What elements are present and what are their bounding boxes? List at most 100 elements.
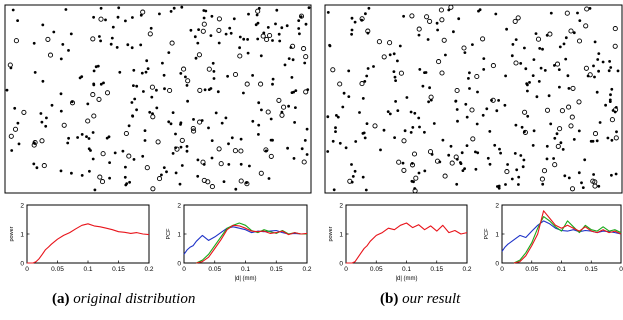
x-tick-label: 0 <box>619 266 623 273</box>
point-dot <box>305 153 309 156</box>
point-dot <box>216 90 220 94</box>
point-dot <box>128 180 132 184</box>
point-dot <box>441 138 445 142</box>
point-dot <box>418 125 421 129</box>
point-dot <box>601 60 605 64</box>
point-dot <box>298 32 301 36</box>
point-dot <box>107 135 111 139</box>
point-ring <box>448 4 454 10</box>
point-dot <box>510 54 514 58</box>
point-ring <box>436 59 442 65</box>
point-dot <box>382 128 386 132</box>
point-dot <box>561 148 565 151</box>
point-dot <box>85 135 88 139</box>
point-dot <box>468 87 471 90</box>
point-dot <box>92 69 96 73</box>
point-dot <box>230 136 234 140</box>
point-dot <box>305 127 309 131</box>
point-dot <box>495 109 499 113</box>
point-dot <box>386 110 390 113</box>
point-ring <box>568 123 574 129</box>
point-dot <box>212 77 216 80</box>
point-dot <box>41 23 45 27</box>
point-dot <box>566 74 570 78</box>
point-ring <box>200 159 206 165</box>
point-ring <box>474 73 480 80</box>
point-ring <box>174 146 180 152</box>
point-ring <box>544 107 551 113</box>
x-tick-label: 0.15 <box>112 266 125 273</box>
point-ring <box>409 13 415 19</box>
point-dot <box>59 57 63 61</box>
point-dot <box>326 115 330 119</box>
point-dot <box>224 32 228 36</box>
point-dot <box>145 59 149 63</box>
point-ring <box>265 109 271 115</box>
point-ring <box>535 36 542 42</box>
point-dot <box>392 52 396 56</box>
point-dot <box>392 70 396 73</box>
point-ring <box>232 148 238 154</box>
point-ring <box>126 153 132 159</box>
point-ring <box>197 87 203 93</box>
point-dot <box>488 130 492 133</box>
point-dot <box>67 49 70 52</box>
point-dot <box>531 74 535 77</box>
point-dot <box>616 69 620 73</box>
point-dot <box>447 153 451 157</box>
point-ring <box>564 10 570 16</box>
point-ring <box>216 27 222 33</box>
point-dot <box>271 138 274 142</box>
series-line-blue <box>183 226 307 255</box>
point-dot <box>287 57 291 60</box>
point-ring <box>41 163 47 169</box>
point-dot <box>102 81 105 85</box>
point-ring <box>268 153 274 159</box>
point-ring <box>123 130 129 137</box>
point-dot <box>335 114 338 117</box>
point-dot <box>519 62 523 65</box>
point-dot <box>523 46 526 50</box>
point-ring <box>453 154 459 160</box>
point-ring <box>512 18 518 24</box>
point-ring <box>398 70 404 76</box>
point-dot <box>146 67 150 70</box>
x-tick-label: 0 <box>25 266 29 273</box>
point-dot <box>92 15 95 19</box>
point-dot <box>549 122 553 126</box>
caption-a: (a) original distribution <box>52 291 195 308</box>
point-ring <box>522 129 528 135</box>
point-dot <box>194 56 198 60</box>
point-dot <box>141 154 145 158</box>
point-ring <box>449 160 455 166</box>
y-axis-label: power <box>9 226 15 241</box>
point-dot <box>246 51 250 55</box>
y-tick-label: 0 <box>177 260 181 267</box>
point-ring <box>31 142 37 148</box>
point-ring <box>260 33 266 39</box>
point-ring <box>412 188 418 194</box>
point-ring <box>401 167 407 173</box>
x-tick-label: 0.05 <box>208 266 221 273</box>
point-dot <box>162 73 166 77</box>
point-dot <box>597 52 601 55</box>
point-ring <box>238 178 244 184</box>
y-tick-label: 0 <box>339 260 343 267</box>
point-dot <box>409 110 413 114</box>
point-dot <box>564 57 568 61</box>
point-dot <box>474 167 478 171</box>
point-ring <box>359 16 365 22</box>
point-dot <box>202 9 206 12</box>
point-dot <box>428 86 431 90</box>
point-dot <box>413 111 417 115</box>
series-line-red <box>27 223 150 264</box>
y-tick-label: 2 <box>177 202 181 209</box>
point-dot <box>70 171 73 175</box>
point-dot <box>567 87 571 90</box>
point-dot <box>364 188 368 192</box>
point-dot <box>610 173 613 177</box>
point-ring <box>167 87 173 94</box>
point-dot <box>227 163 231 166</box>
caption-a-text: original distribution <box>73 291 196 307</box>
point-dot <box>271 39 274 42</box>
